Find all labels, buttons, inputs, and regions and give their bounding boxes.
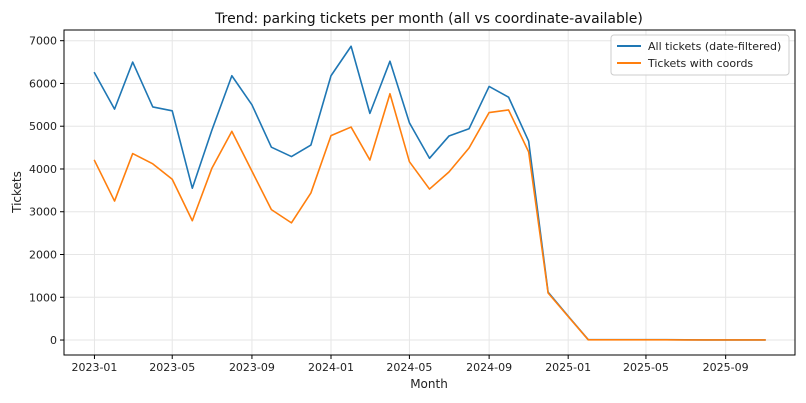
y-tick-label: 5000 [29, 120, 57, 133]
axis-ticks: 0 1000 2000 3000 4000 5000 6000 7000 2023-01 2023… [29, 35, 749, 374]
chart-title: Trend: parking tickets per month (all vs… [214, 11, 643, 27]
y-tick-label: 7000 [29, 35, 57, 48]
x-tick-label: 2025-09 [703, 361, 749, 374]
y-axis-label: Tickets [10, 171, 24, 214]
y-tick-label: 4000 [29, 163, 57, 176]
x-axis-label: Month [410, 377, 448, 391]
y-tick-label: 2000 [29, 249, 57, 262]
x-tick-label: 2023-09 [229, 361, 275, 374]
legend-box [610, 34, 790, 76]
y-tick-label: 3000 [29, 206, 57, 219]
y-tick-label: 0 [50, 334, 57, 347]
x-tick-label: 2024-05 [386, 361, 432, 374]
y-tick-label: 1000 [29, 291, 57, 304]
x-tick-label: 2025-05 [623, 361, 669, 374]
x-tick-label: 2023-01 [71, 361, 117, 374]
legend-label-all-tickets: All tickets (date-filtered) [648, 40, 781, 53]
grid [64, 30, 795, 355]
y-tick-label: 6000 [29, 77, 57, 90]
x-tick-label: 2024-01 [308, 361, 354, 374]
plot-area-frame [63, 29, 796, 356]
x-tick-label: 2025-01 [545, 361, 591, 374]
x-tick-label: 2023-05 [149, 361, 195, 374]
x-tick-label: 2024-09 [466, 361, 512, 374]
series-lines [93, 45, 766, 341]
legend: All tickets (date-filtered) Tickets with… [610, 34, 790, 76]
legend-label-tickets-with-coords: Tickets with coords [647, 57, 753, 70]
series-line-tickets-with-coords [93, 92, 766, 341]
